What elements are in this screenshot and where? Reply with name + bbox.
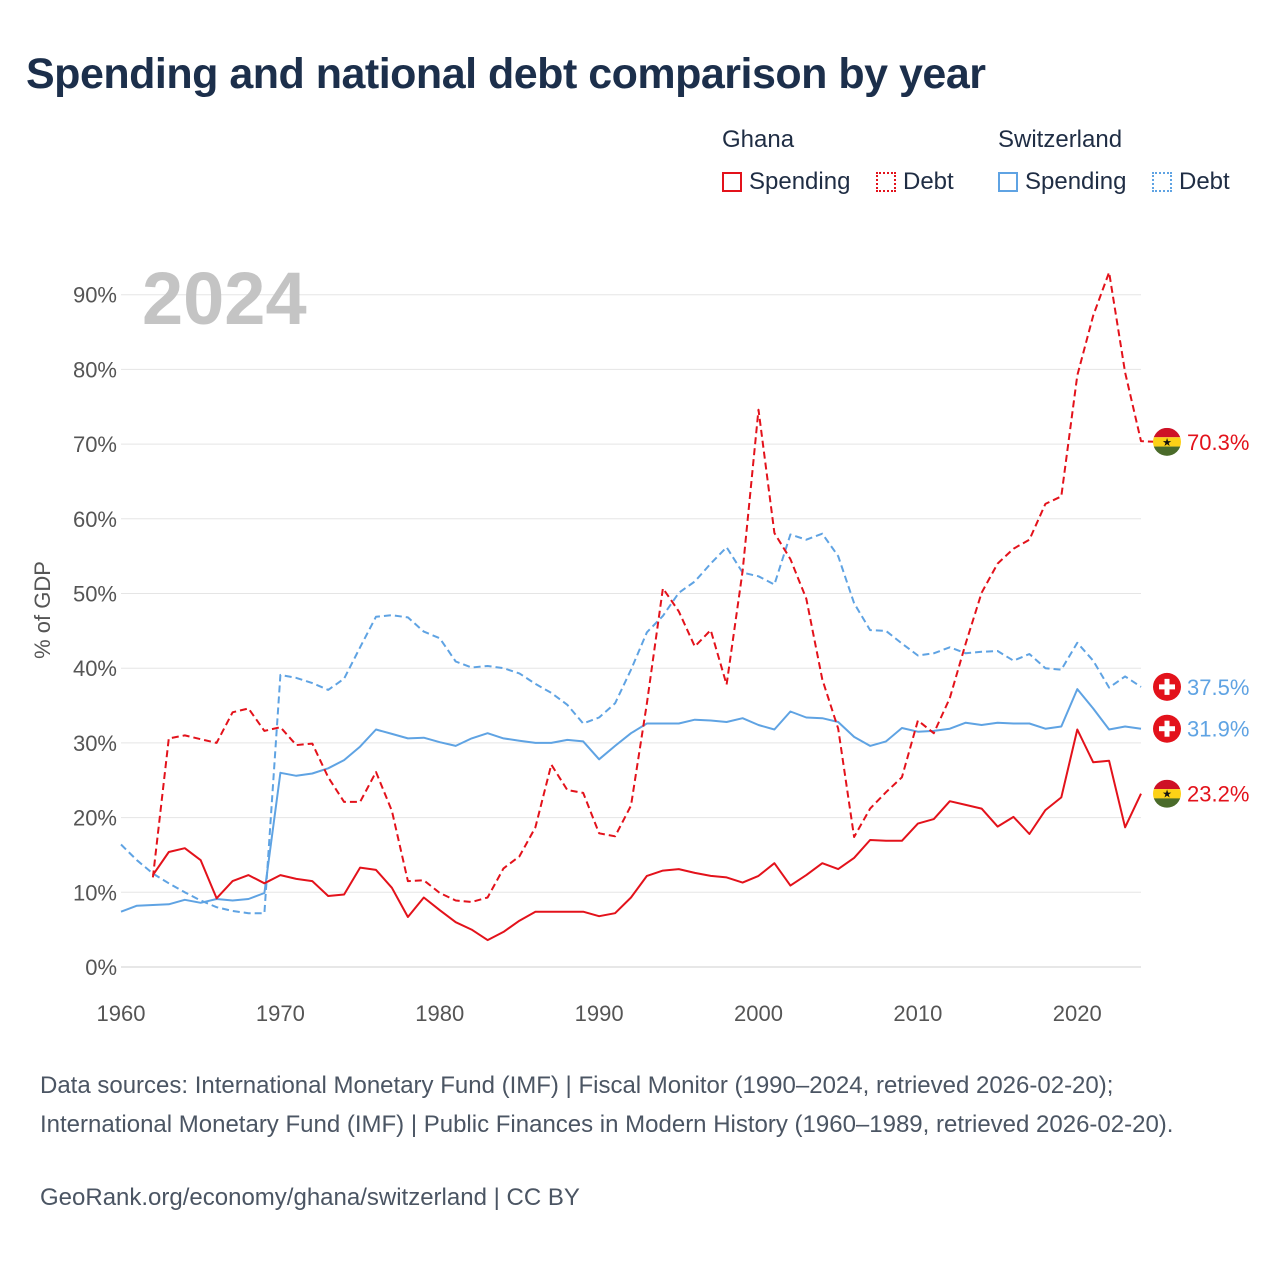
ghana-flag-icon: ★ [1153, 779, 1181, 808]
x-tick-label: 2010 [893, 1001, 942, 1026]
legend-item-ghana-debt[interactable]: Debt [876, 168, 954, 196]
y-tick-label: 60% [73, 507, 117, 532]
legend-item-ghana-spending[interactable]: Spending [722, 168, 850, 196]
y-tick-label: 10% [73, 880, 117, 905]
end-marker-switzerland-spending: 31.9% [1153, 714, 1249, 743]
legend-item-switzerland-debt[interactable]: Debt [1152, 168, 1230, 196]
end-labels: ★ 70.3% 37.5% 31.9% ★ 23.2% [1153, 427, 1249, 808]
legend-item-label: Debt [903, 168, 954, 195]
line-chart: 2024 0%10%20%30%40%50%60%70%80%90% 1960 1… [30, 257, 1249, 1026]
end-value-label: 31.9% [1187, 717, 1249, 742]
y-tick-label: 50% [73, 582, 117, 607]
end-value-label: 70.3% [1187, 430, 1249, 455]
end-marker-switzerland-debt: 37.5% [1153, 672, 1249, 701]
legend-item-label: Spending [1025, 168, 1127, 195]
chart-title: Spending and national debt comparison by… [26, 50, 986, 98]
legend-group-ghana: Ghana Spending Debt [722, 126, 982, 206]
end-value-label: 23.2% [1187, 782, 1249, 807]
x-tick-label: 2000 [734, 1001, 783, 1026]
legend-item-label: Debt [1179, 168, 1230, 195]
solid-line-swatch-icon [998, 172, 1018, 192]
x-axis: 1960 1970 1980 1990 2000 2010 2020 [97, 1001, 1102, 1026]
solid-line-swatch-icon [722, 172, 742, 192]
y-tick-label: 40% [73, 656, 117, 681]
y-tick-label: 0% [85, 955, 117, 980]
series-line-ghana-spending [152, 728, 1142, 942]
legend-group-title: Ghana [722, 126, 795, 153]
y-axis-label: % of GDP [30, 561, 55, 659]
x-tick-label: 1960 [97, 1001, 146, 1026]
year-label: 2024 [142, 257, 307, 340]
series-lines [120, 271, 1157, 942]
x-tick-label: 1980 [415, 1001, 464, 1026]
svg-text:★: ★ [1162, 436, 1172, 449]
legend-group-title: Switzerland [998, 126, 1123, 153]
data-sources-note: Data sources: International Monetary Fun… [40, 1072, 1174, 1138]
y-axis: 0% 10% 20% 30% 40% 50% 60% 70% 80% 90% [73, 283, 117, 980]
x-tick-label: 1990 [575, 1001, 624, 1026]
end-marker-ghana-spending: ★ 23.2% [1153, 779, 1249, 808]
dotted-line-swatch-icon [876, 172, 896, 192]
source-credit: GeoRank.org/economy/ghana/switzerland | … [40, 1184, 580, 1211]
legend-item-label: Spending [749, 168, 851, 195]
legend-item-switzerland-spending[interactable]: Spending [998, 168, 1126, 196]
y-tick-label: 20% [73, 806, 117, 831]
series-line-ghana-debt [151, 271, 1157, 903]
series-line-switzerland-debt [120, 532, 1142, 915]
end-marker-ghana-debt: ★ 70.3% [1153, 427, 1249, 456]
y-tick-label: 80% [73, 357, 117, 382]
grid-lines [121, 294, 1141, 968]
y-tick-label: 70% [73, 432, 117, 457]
ghana-flag-icon: ★ [1153, 427, 1181, 456]
x-tick-label: 1970 [256, 1001, 305, 1026]
y-tick-label: 90% [73, 283, 117, 308]
x-tick-label: 2020 [1053, 1001, 1102, 1026]
dotted-line-swatch-icon [1152, 172, 1172, 192]
series-line-switzerland-spending [120, 688, 1142, 913]
legend-group-switzerland: Switzerland Spending Debt [998, 126, 1268, 206]
svg-text:★: ★ [1162, 788, 1172, 801]
end-value-label: 37.5% [1187, 675, 1249, 700]
y-tick-label: 30% [73, 731, 117, 756]
